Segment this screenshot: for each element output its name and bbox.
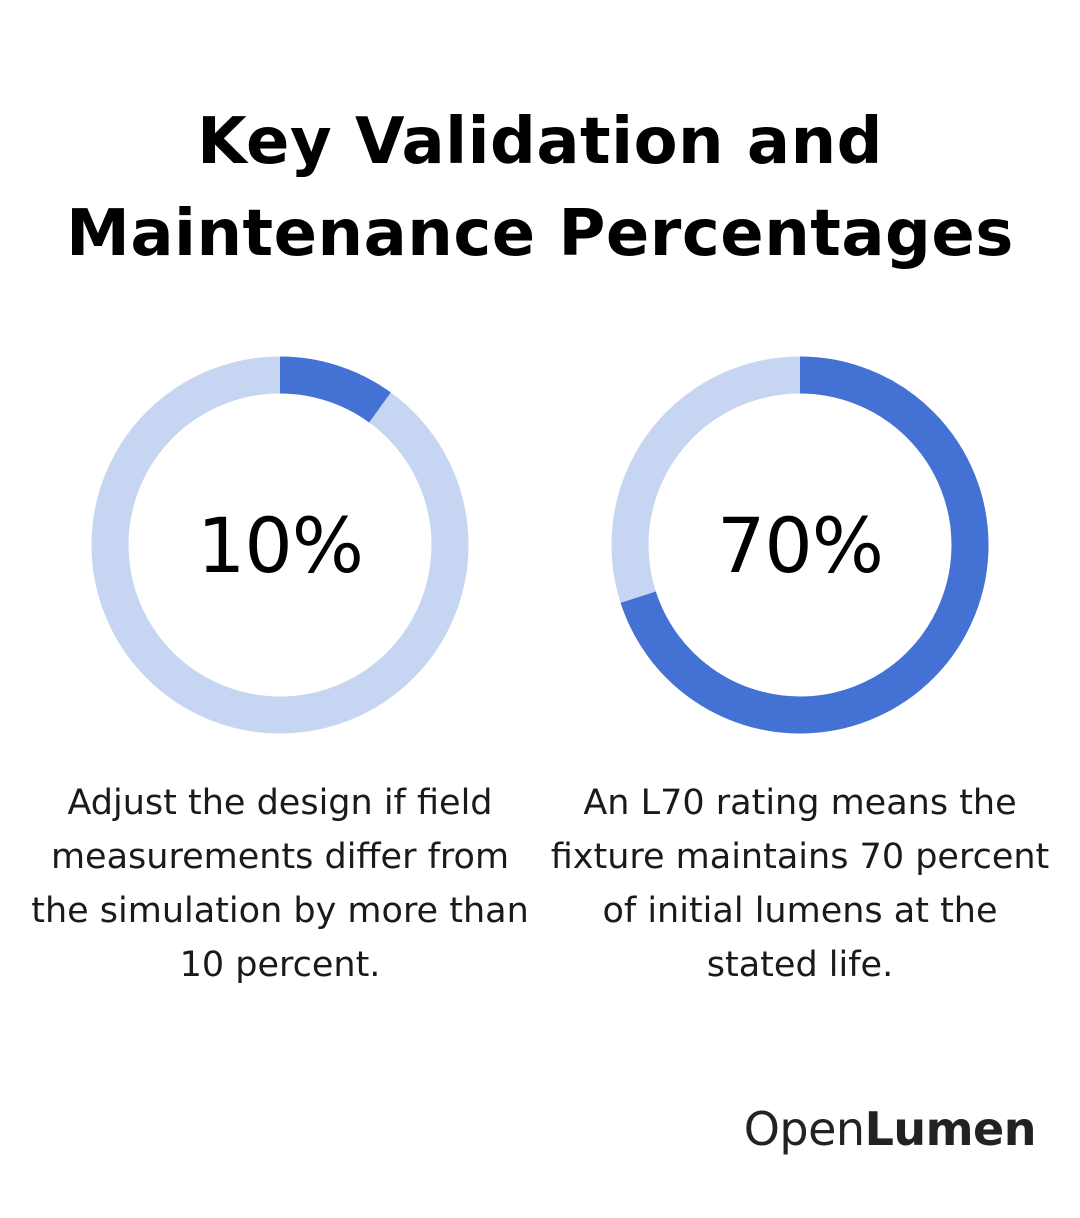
title-line-2: Maintenance Percentages: [66, 197, 1014, 271]
stat-caption-2: An L70 rating means the fixture maintain…: [550, 783, 1050, 985]
donut-svg-2: [611, 356, 989, 734]
page-title: Key Validation and Maintenance Percentag…: [0, 96, 1080, 280]
brand-logo-part-2: Lumen: [864, 1102, 1037, 1156]
donut-svg-1: [91, 356, 469, 734]
donut-chart-1: 10%: [85, 350, 475, 740]
donut-fill-2: [611, 356, 989, 734]
stat-card-1: 10% Adjust the design if field measureme…: [20, 350, 540, 992]
title-line-1: Key Validation and: [197, 105, 883, 179]
stat-card-2: 70% An L70 rating means the fixture main…: [540, 350, 1060, 992]
donut-value-label-2: 70%: [717, 500, 884, 590]
donut-value-label-1: 10%: [197, 500, 364, 590]
brand-logo-part-1: Open: [743, 1102, 865, 1156]
stat-caption-1: Adjust the design if field measurements …: [31, 783, 529, 985]
brand-logo: OpenLumen: [743, 1102, 1037, 1156]
donut-chart-2: 70%: [605, 350, 995, 740]
donut-fill-1: [91, 356, 469, 734]
